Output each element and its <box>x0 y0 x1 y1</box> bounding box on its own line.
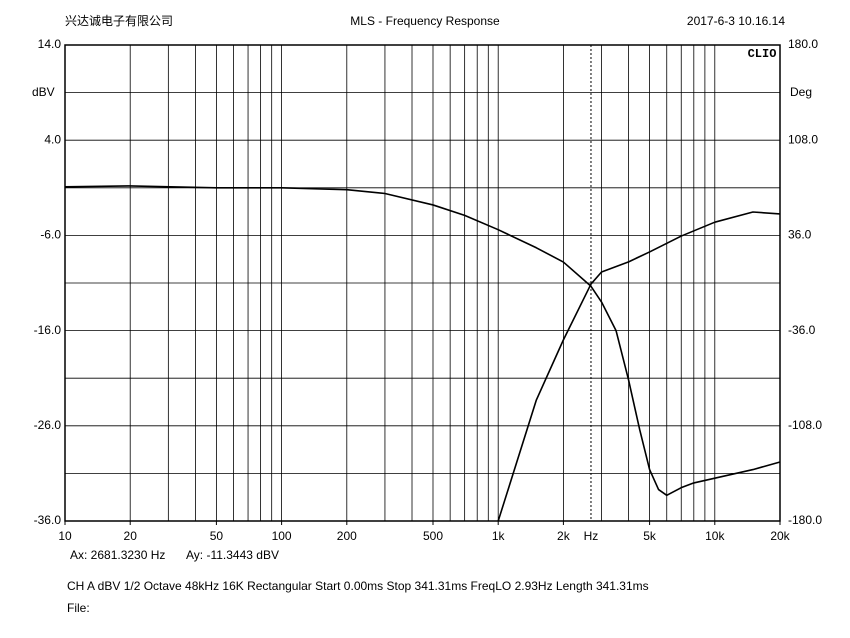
series-line <box>64 185 781 497</box>
x-tick-label: 500 <box>423 529 443 543</box>
x-tick-label: 2k <box>557 529 571 543</box>
y2-tick-label: -108.0 <box>788 418 822 432</box>
y2-tick-label: 180.0 <box>788 37 818 51</box>
x-tick-label: 100 <box>272 529 292 543</box>
header-left: 兴达诚电子有限公司 <box>65 14 173 28</box>
x-tick-label: 10 <box>58 529 72 543</box>
x-tick-label: 50 <box>210 529 224 543</box>
y2-tick-label: 36.0 <box>788 228 812 242</box>
x-tick-label: 1k <box>492 529 506 543</box>
watermark: CLIO <box>748 47 777 61</box>
header-right: 2017-6-3 10.16.14 <box>687 14 785 28</box>
footer: CH A dBV 1/2 Octave 48kHz 16K Rectangula… <box>67 579 649 593</box>
y-tick-label: 14.0 <box>38 37 62 51</box>
chart-title: MLS - Frequency Response <box>350 14 500 28</box>
series-line <box>497 211 781 522</box>
y2-tick-label: -36.0 <box>788 323 816 337</box>
y-tick-label: -16.0 <box>34 323 62 337</box>
y2-tick-label: -180.0 <box>788 513 822 527</box>
cursor-y-readout: Ay: -11.3443 dBV <box>186 548 279 562</box>
cursor-x-readout: Ax: 2681.3230 Hz <box>70 548 165 562</box>
plot-frame <box>64 44 781 522</box>
y-tick-label: -6.0 <box>40 228 61 242</box>
x-tick-label: 200 <box>337 529 357 543</box>
file-label: File: <box>67 601 90 615</box>
x-tick-label: 20 <box>124 529 138 543</box>
y2-tick-label: 108.0 <box>788 132 818 146</box>
y2-axis-label: Deg <box>790 85 812 99</box>
x-tick-label: 10k <box>705 529 725 543</box>
y-tick-label: -36.0 <box>34 513 62 527</box>
y-axis-label: dBV <box>32 85 55 99</box>
y-tick-label: 4.0 <box>44 132 61 146</box>
x-tick-label: 20k <box>770 529 790 543</box>
y-tick-label: -26.0 <box>34 418 62 432</box>
x-axis-label: Hz <box>584 529 599 543</box>
x-tick-label: 5k <box>643 529 657 543</box>
